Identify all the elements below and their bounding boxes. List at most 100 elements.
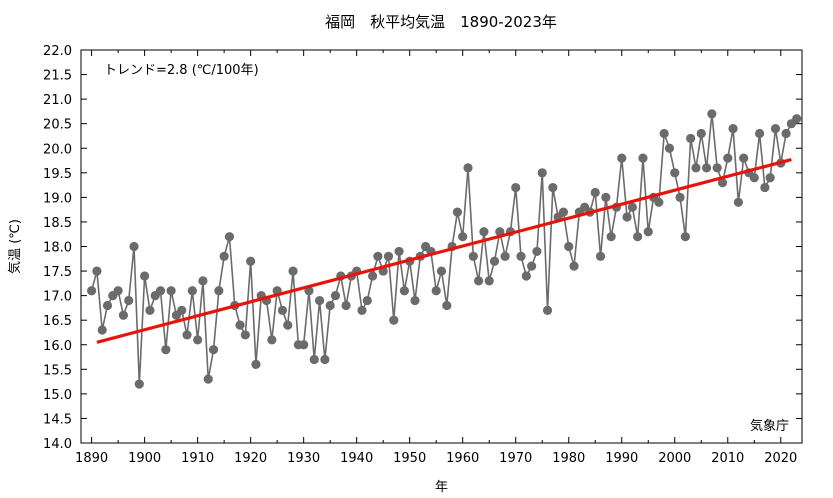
y-tick-label: 18.5 [43,216,72,231]
data-point [760,182,770,193]
data-point [193,335,203,345]
data-point [436,266,447,276]
data-point [479,227,489,237]
data-point [399,286,409,296]
data-point [341,300,351,311]
data-point [155,286,166,296]
data-point [277,305,288,315]
data-point [458,232,468,242]
data-point [680,232,690,242]
y-tick-label: 18.0 [43,241,72,256]
data-point [781,128,791,139]
x-tick-label: 1910 [181,451,214,466]
data-point [516,251,526,261]
data-point [442,300,452,311]
chart-title: 福岡 秋平均気温 1890-2023年 [325,13,557,31]
data-point [87,286,97,296]
y-tick-label: 19.5 [43,167,72,182]
y-tick-label: 20.5 [43,118,72,133]
data-point [394,246,404,257]
x-tick-label: 1940 [340,451,373,466]
data-point [203,374,213,384]
data-point [707,109,717,119]
x-tick-label: 1930 [287,451,320,466]
data-point [224,232,235,242]
data-point [124,295,134,306]
data-point [325,300,335,311]
data-point [267,335,277,345]
data-point [691,163,701,173]
x-tick-label: 1950 [393,451,426,466]
data-point [373,251,383,261]
y-tick-label: 14.0 [43,437,72,452]
y-tick-label: 20.0 [43,142,72,157]
x-tick-label: 1960 [446,451,479,466]
x-tick-label: 1920 [234,451,267,466]
trend-line [96,158,792,344]
data-point [484,276,494,286]
trend-annotation: トレンド=2.8 (℃/100年) [104,63,259,78]
data-point [97,325,107,335]
y-tick-label: 15.5 [43,363,72,378]
data-point [214,286,224,296]
data-point [383,251,394,261]
data-point [489,256,500,266]
data-point [288,266,298,276]
data-point [765,173,775,183]
data-point [320,354,330,365]
data-point [357,305,367,315]
y-tick-label: 16.0 [43,339,72,354]
data-point [187,286,197,296]
data-point [739,153,749,163]
data-point [182,330,192,340]
y-tick-label: 16.5 [43,314,72,329]
data-point [198,276,208,286]
data-point [537,168,547,178]
data-point [330,291,341,301]
data-point [770,124,781,134]
data-point [140,271,150,281]
data-point [792,114,802,124]
data-point [161,345,171,355]
plot-area: 14.0 14.5 15.0 15.5 16.0 16.5 17.0 17.5 18.0 18.5… [43,44,803,466]
data-point [92,266,102,276]
data-point [299,340,309,350]
data-point [606,232,616,242]
data-point [113,286,123,296]
y-axis-label: 気温 (℃) [7,219,23,274]
data-point [733,197,743,207]
y-tick-label: 17.5 [43,265,72,280]
data-point [654,197,664,207]
data-point [410,295,420,306]
observed-series [87,109,802,389]
data-point [749,173,759,183]
data-point [389,315,399,325]
data-point [532,246,542,257]
data-point [251,359,261,369]
data-point [166,286,176,296]
data-point [590,187,600,198]
source-annotation: 気象庁 [750,418,789,434]
data-point [622,212,632,222]
data-point [283,320,293,330]
data-point [309,354,319,365]
data-point [686,133,696,144]
data-point [670,168,680,178]
data-point [595,251,606,261]
y-tick-label: 21.5 [43,69,72,84]
data-point [240,330,250,340]
plot-frame [80,49,803,444]
data-point [664,143,675,153]
data-point [728,124,738,134]
x-tick-label: 1900 [128,451,161,466]
data-point [548,182,558,193]
data-point [474,276,484,286]
data-point [468,251,478,261]
data-point [527,261,537,271]
data-point [452,207,463,217]
y-axis: 14.0 14.5 15.0 15.5 16.0 16.5 17.0 17.5 18.0 18.5… [43,44,802,452]
x-tick-label: 2010 [711,451,744,466]
data-point [558,207,569,217]
x-tick-label: 1990 [605,451,638,466]
